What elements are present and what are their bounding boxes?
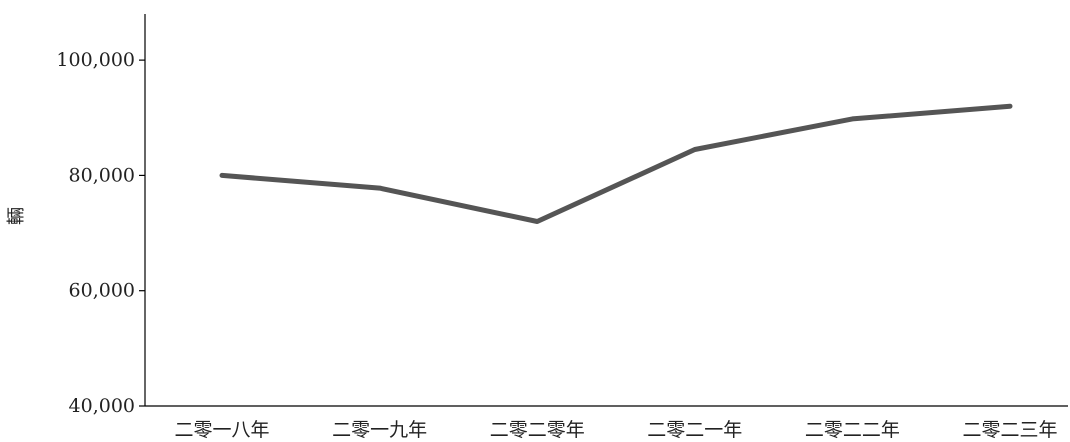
series-line — [219, 103, 1013, 224]
x-axis: 二零一八年 二零一九年 二零二零年 二零二一年 二零二二年 二零二三年 — [145, 405, 1068, 441]
y-tick-label: 80,000 — [69, 164, 135, 186]
y-axis: 40,000 60,000 80,000 100,000 — [56, 14, 146, 417]
y-tick-label: 100,000 — [56, 49, 135, 71]
x-tick-label: 二零二一年 — [647, 419, 742, 441]
x-tick-label: 二零二二年 — [805, 419, 900, 441]
y-axis-title: 輛 — [6, 207, 27, 225]
series-group — [219, 103, 1013, 224]
y-tick-label: 60,000 — [69, 280, 135, 302]
x-tick-label: 二零一八年 — [174, 419, 269, 441]
y-tick-label: 40,000 — [69, 395, 135, 417]
x-tick-label: 二零二零年 — [490, 419, 585, 441]
x-tick-label: 二零二三年 — [962, 419, 1057, 441]
x-tick-label: 二零一九年 — [332, 419, 427, 441]
